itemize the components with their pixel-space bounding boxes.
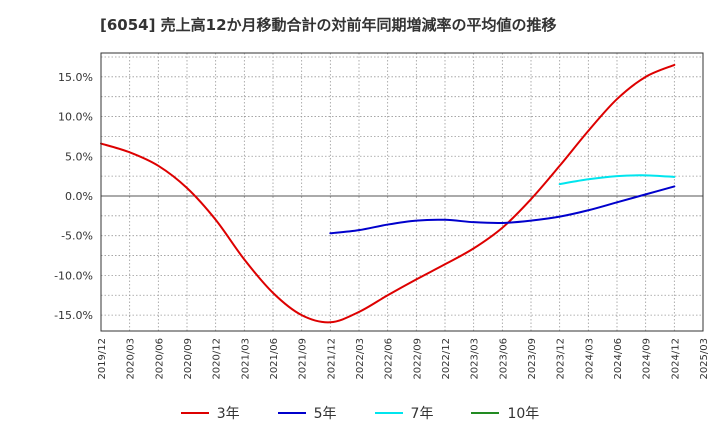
x-tick-label: 2021/09 [298, 338, 309, 380]
x-tick-label: 2023/12 [556, 338, 567, 380]
x-tick-label: 2023/03 [470, 338, 481, 380]
legend: 3年 5年 7年 10年 [0, 403, 720, 423]
legend-label: 7年 [410, 406, 434, 422]
x-tick-label: 2022/12 [441, 338, 452, 380]
y-tick-label: 0.0% [65, 190, 93, 203]
x-tick-label: 2020/12 [212, 338, 223, 380]
y-tick-label: -5.0% [61, 230, 93, 243]
chart-title: [6054] 売上高12か月移動合計の対前年同期増減率の平均値の推移 [100, 16, 557, 34]
legend-item: 3年 [180, 403, 240, 423]
legend-swatch [471, 412, 500, 414]
x-tick-label: 2024/03 [584, 338, 595, 380]
x-tick-label: 2023/06 [498, 338, 509, 380]
legend-label: 3年 [216, 406, 240, 422]
y-tick-label: -15.0% [54, 309, 93, 322]
x-tick-label: 2021/03 [240, 338, 251, 380]
y-tick-label: 5.0% [65, 150, 93, 163]
legend-swatch [277, 412, 306, 414]
legend-item: 10年 [471, 403, 539, 423]
x-tick-label: 2020/06 [154, 338, 165, 380]
x-tick-label: 2024/12 [670, 338, 681, 380]
series-line-7年 [558, 174, 676, 186]
y-tick-label: 10.0% [58, 111, 93, 124]
plot-frame [100, 52, 704, 332]
x-tick-label: 2022/03 [355, 338, 366, 380]
y-tick-label: 15.0% [58, 71, 93, 84]
legend-label: 10年 [507, 406, 540, 422]
x-tick-label: 2024/09 [642, 338, 653, 380]
x-tick-label: 2019/12 [97, 338, 108, 380]
x-tick-label: 2025/03 [699, 338, 710, 380]
y-tick-label: -10.0% [54, 269, 93, 282]
x-tick-label: 2022/09 [412, 338, 423, 380]
axes [100, 52, 704, 332]
x-tick-label: 2022/06 [384, 338, 395, 380]
legend-swatch [374, 412, 403, 414]
x-tick-label: 2024/06 [613, 338, 624, 380]
x-tick-label: 2020/09 [183, 338, 194, 380]
x-tick-label: 2021/06 [269, 338, 280, 380]
y-tick-labels: 15.0% 10.0% 5.0% 0.0% -5.0% -10.0% -15.0% [54, 71, 93, 322]
legend-label: 5年 [313, 406, 337, 422]
series-line-3年 [100, 63, 676, 324]
x-tick-label: 2023/09 [527, 338, 538, 380]
series-lines [100, 63, 676, 324]
series-line-5年 [329, 185, 676, 235]
legend-item: 7年 [374, 403, 434, 423]
x-tick-label: 2020/03 [126, 338, 137, 380]
x-tick-label: 2021/12 [326, 338, 337, 380]
x-tick-labels: 2019/12 2020/03 2020/06 2020/09 2020/12 2021/… [97, 338, 710, 380]
legend-item: 5年 [277, 403, 337, 423]
legend-swatch [180, 412, 209, 414]
